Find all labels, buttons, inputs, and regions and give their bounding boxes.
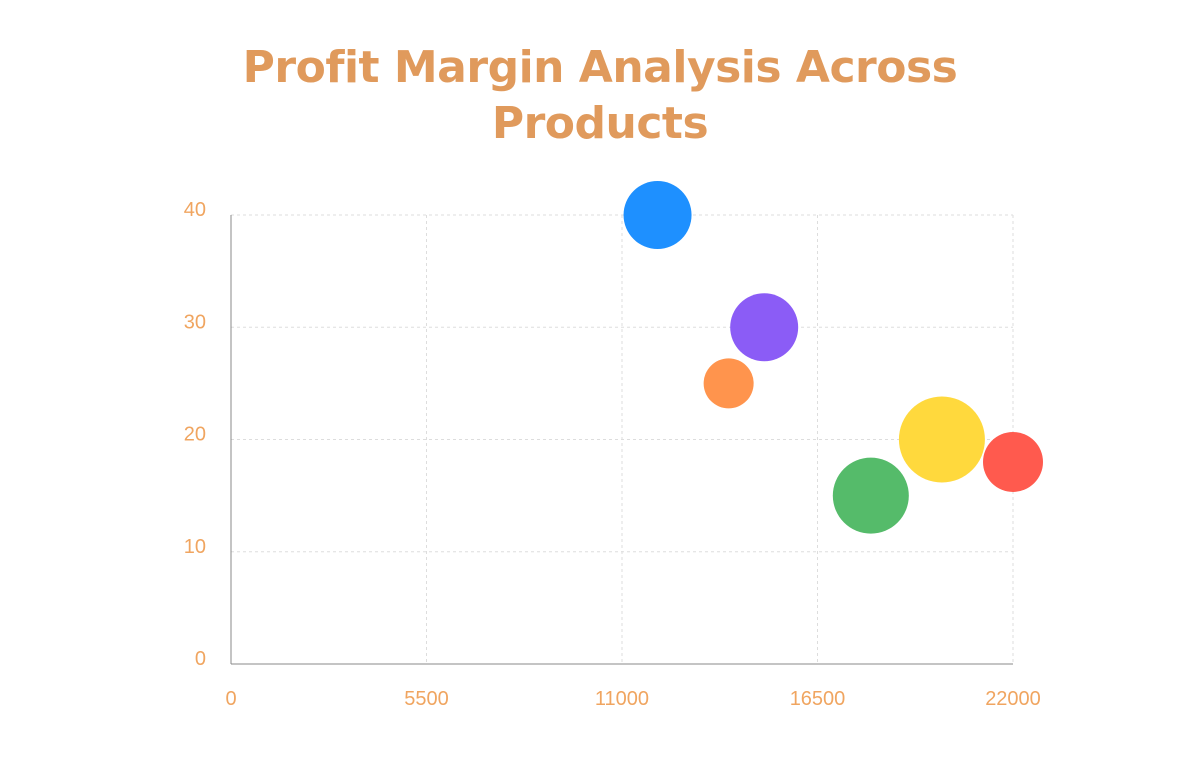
bubbles — [623, 181, 1043, 534]
y-tick-label: 0 — [195, 648, 206, 670]
chart-title: Profit Margin Analysis Across Products — [242, 42, 958, 149]
x-tick-label: 22000 — [985, 688, 1041, 710]
bubble — [832, 457, 909, 534]
bubble — [703, 358, 754, 409]
grid-lines — [231, 214, 1014, 664]
y-tick-label: 30 — [184, 311, 206, 333]
tick-labels: 0 5500 11000 16500 22000 0 10 20 30 40 — [184, 199, 1041, 710]
x-tick-label: 16500 — [790, 688, 846, 710]
bubble — [983, 431, 1043, 492]
bubble — [898, 396, 985, 483]
y-tick-label: 40 — [184, 199, 206, 221]
axes — [230, 215, 1013, 665]
bubble — [623, 181, 692, 249]
bubble — [730, 293, 799, 362]
x-tick-label: 11000 — [595, 688, 649, 710]
x-tick-label: 5500 — [404, 688, 449, 710]
x-tick-label: 0 — [225, 688, 236, 710]
y-tick-label: 10 — [184, 536, 206, 558]
y-tick-label: 20 — [184, 424, 206, 446]
